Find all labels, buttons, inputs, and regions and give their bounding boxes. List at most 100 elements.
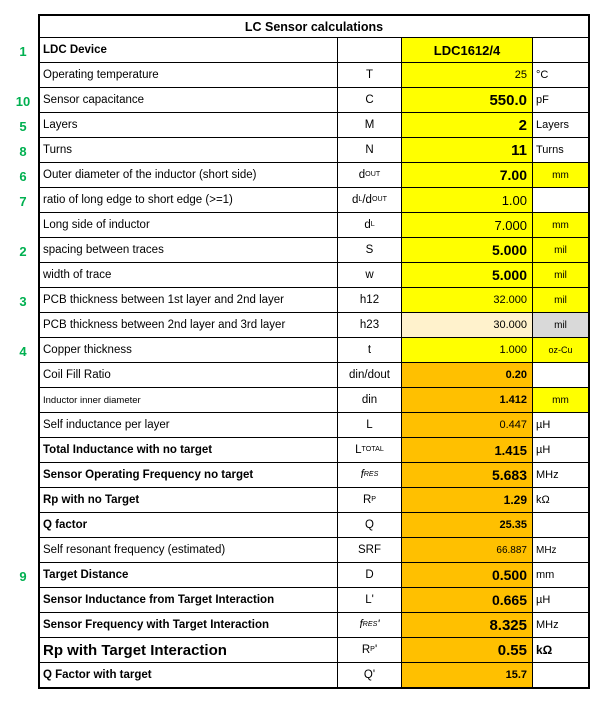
value-cell-input[interactable]: 0.500 bbox=[401, 563, 532, 587]
row-symbol: L TOTAL bbox=[337, 438, 401, 462]
unit-cell: mil bbox=[532, 238, 588, 262]
row-number bbox=[8, 639, 38, 664]
unit-cell: µH bbox=[532, 413, 588, 437]
row-label: Coil Fill Ratio bbox=[43, 369, 111, 381]
row-number bbox=[8, 439, 38, 464]
table-row: Q factor Q 25.35 bbox=[40, 513, 588, 538]
row-label: Self inductance per layer bbox=[43, 419, 170, 431]
row-label: Turns bbox=[43, 144, 72, 156]
row-label: Inductor inner diameter bbox=[43, 394, 141, 406]
unit-cell: mm bbox=[532, 563, 588, 587]
value-cell: 1.29 bbox=[401, 488, 532, 512]
row-symbol: Q' bbox=[337, 663, 401, 687]
value-cell-input[interactable]: 1.00 bbox=[401, 188, 532, 212]
table-row: LDC Device LDC1612/4 bbox=[40, 38, 588, 63]
table-row: PCB thickness between 1st layer and 2nd … bbox=[40, 288, 588, 313]
row-symbol: d L/d OUT bbox=[337, 188, 401, 212]
value-cell: 66.887 bbox=[401, 538, 532, 562]
value-cell: 25.35 bbox=[401, 513, 532, 537]
unit-cell bbox=[532, 188, 588, 212]
value-cell-input[interactable]: 25 bbox=[401, 63, 532, 87]
table-title: LC Sensor calculations bbox=[40, 16, 588, 38]
unit-cell: mil bbox=[532, 263, 588, 287]
table-row: Self resonant frequency (estimated) SRF 66… bbox=[40, 538, 588, 563]
row-number bbox=[8, 664, 38, 689]
value-cell: 7.000 bbox=[401, 213, 532, 237]
value-cell: 8.325 bbox=[401, 613, 532, 637]
lc-sensor-table: LC Sensor calculations LDC Device LDC1612… bbox=[38, 14, 590, 689]
value-cell-input[interactable]: 7.00 bbox=[401, 163, 532, 187]
value-cell: 0.665 bbox=[401, 588, 532, 612]
table-row: ratio of long edge to short edge (>=1) d L… bbox=[40, 188, 588, 213]
unit-cell: µH bbox=[532, 588, 588, 612]
row-symbol: din bbox=[337, 388, 401, 412]
row-label: Sensor Frequency with Target Interaction bbox=[43, 619, 269, 631]
gutter-title-spacer bbox=[8, 14, 38, 39]
table-row: Sensor Operating Frequency no target f RES… bbox=[40, 463, 588, 488]
row-label: Sensor capacitance bbox=[43, 94, 145, 106]
table-row: width of trace w 5.000 mil bbox=[40, 263, 588, 288]
row-number: 8 bbox=[19, 144, 27, 159]
row-label: Rp with no Target bbox=[43, 494, 140, 506]
row-label: Q Factor with target bbox=[43, 669, 152, 681]
row-number: 4 bbox=[19, 344, 27, 359]
row-symbol: C bbox=[337, 88, 401, 112]
row-symbol: M bbox=[337, 113, 401, 137]
unit-cell bbox=[532, 38, 588, 62]
row-symbol: d OUT bbox=[337, 163, 401, 187]
table-row: Rp with no Target R P 1.29 kΩ bbox=[40, 488, 588, 513]
unit-cell bbox=[532, 513, 588, 537]
value-cell: 1.415 bbox=[401, 438, 532, 462]
row-symbol bbox=[337, 38, 401, 62]
row-number-gutter: 1 10 5 8 6 7 2 3 4 9 bbox=[8, 14, 38, 689]
value-cell: 5.683 bbox=[401, 463, 532, 487]
table-row: Operating temperature T 25 °C bbox=[40, 63, 588, 88]
unit-cell bbox=[532, 663, 588, 687]
row-number: 3 bbox=[19, 294, 27, 309]
value-cell: 30.000 bbox=[401, 313, 532, 337]
row-label: Copper thickness bbox=[43, 344, 132, 356]
value-cell-input[interactable]: 550.0 bbox=[401, 88, 532, 112]
table-row: Long side of inductor d L 7.000 mm bbox=[40, 213, 588, 238]
unit-cell: Layers bbox=[532, 113, 588, 137]
unit-cell: MHz bbox=[532, 613, 588, 637]
row-symbol: T bbox=[337, 63, 401, 87]
row-symbol: f RES ' bbox=[337, 613, 401, 637]
row-label: width of trace bbox=[43, 269, 112, 281]
row-symbol: L bbox=[337, 413, 401, 437]
row-number bbox=[8, 364, 38, 389]
value-cell: 1.412 bbox=[401, 388, 532, 412]
table-row: Layers M 2 Layers bbox=[40, 113, 588, 138]
value-cell-input[interactable]: LDC1612/4 bbox=[401, 38, 532, 62]
row-number bbox=[8, 264, 38, 289]
value-cell: 0.20 bbox=[401, 363, 532, 387]
value-cell-input[interactable]: 5.000 bbox=[401, 238, 532, 262]
row-label: Sensor Inductance from Target Interactio… bbox=[43, 594, 275, 606]
unit-cell: oz-Cu bbox=[532, 338, 588, 362]
value-cell-input[interactable]: 32.000 bbox=[401, 288, 532, 312]
row-number bbox=[8, 464, 38, 489]
row-label: Operating temperature bbox=[43, 69, 159, 81]
value-cell-input[interactable]: 2 bbox=[401, 113, 532, 137]
table-row: Rp with Target Interaction R P ' 0.55 kΩ bbox=[40, 638, 588, 663]
row-number bbox=[8, 314, 38, 339]
row-label: Rp with Target Interaction bbox=[43, 641, 227, 659]
value-cell-input[interactable]: 1.000 bbox=[401, 338, 532, 362]
table-row: Outer diameter of the inductor (short si… bbox=[40, 163, 588, 188]
row-symbol: R P ' bbox=[337, 638, 401, 662]
row-label: spacing between traces bbox=[43, 244, 164, 256]
unit-cell: mm bbox=[532, 163, 588, 187]
table-row: PCB thickness between 2nd layer and 3rd … bbox=[40, 313, 588, 338]
row-number bbox=[8, 489, 38, 514]
row-number bbox=[8, 414, 38, 439]
row-number bbox=[8, 514, 38, 539]
row-label: Sensor Operating Frequency no target bbox=[43, 469, 254, 481]
row-symbol: f RES bbox=[337, 463, 401, 487]
row-symbol: w bbox=[337, 263, 401, 287]
table-row: Sensor Inductance from Target Interactio… bbox=[40, 588, 588, 613]
value-cell-input[interactable]: 11 bbox=[401, 138, 532, 162]
table-row: Total Inductance with no target L TOTAL 1.4… bbox=[40, 438, 588, 463]
value-cell-input[interactable]: 5.000 bbox=[401, 263, 532, 287]
row-symbol: h12 bbox=[337, 288, 401, 312]
